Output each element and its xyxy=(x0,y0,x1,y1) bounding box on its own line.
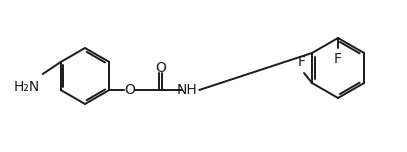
Text: F: F xyxy=(298,55,306,69)
Text: NH: NH xyxy=(177,83,198,97)
Text: H₂N: H₂N xyxy=(13,80,40,94)
Text: O: O xyxy=(155,61,166,75)
Text: O: O xyxy=(124,83,135,97)
Text: F: F xyxy=(334,52,342,66)
